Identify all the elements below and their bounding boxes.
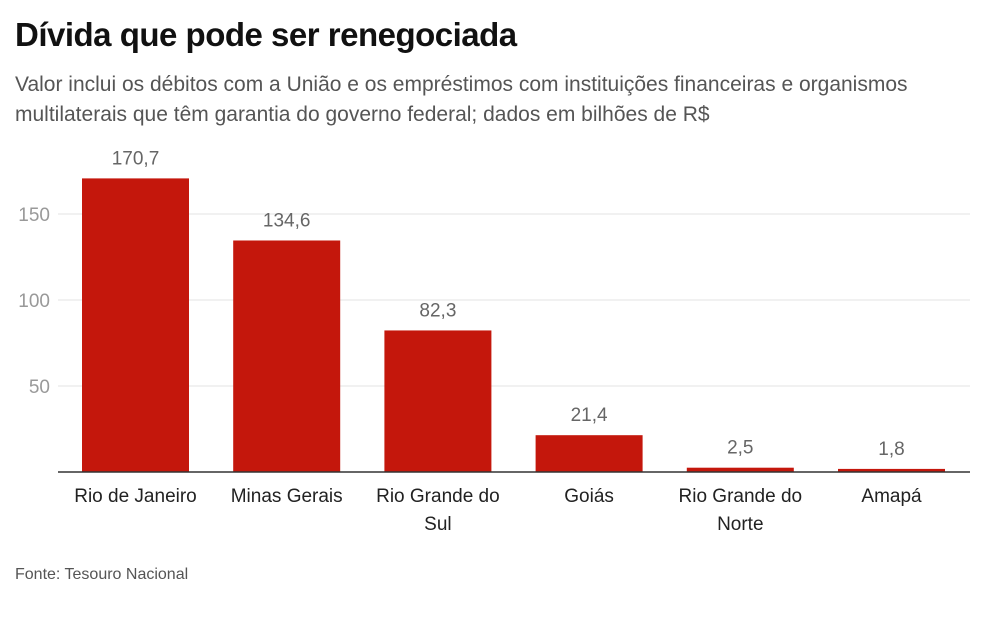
data-label: 170,7 <box>112 148 160 169</box>
bar <box>535 435 643 472</box>
category-label: Norte <box>717 514 763 535</box>
y-tick-label: 50 <box>29 377 50 398</box>
category-label: Rio Grande do <box>679 486 803 507</box>
category-label: Goiás <box>564 486 614 507</box>
data-label: 2,5 <box>727 438 753 459</box>
bar <box>686 467 794 472</box>
chart-subtitle: Valor inclui os débitos com a União e os… <box>15 73 908 126</box>
bar <box>384 330 492 472</box>
bar <box>233 240 341 472</box>
category-label: Rio Grande do <box>376 486 500 507</box>
category-label: Rio de Janeiro <box>74 486 197 507</box>
data-label: 1,8 <box>878 439 904 460</box>
category-label: Sul <box>424 514 451 535</box>
chart-title: Dívida que pode ser renegociada <box>15 16 517 53</box>
y-tick-label: 100 <box>18 291 50 312</box>
data-label: 134,6 <box>263 210 311 231</box>
data-label: 82,3 <box>419 300 456 321</box>
category-label: Amapá <box>861 486 922 507</box>
bar <box>82 178 189 472</box>
data-label: 21,4 <box>571 405 608 426</box>
category-label: Minas Gerais <box>231 486 343 507</box>
bar <box>838 468 945 472</box>
source-note: Fonte: Tesouro Nacional <box>15 566 189 583</box>
y-tick-label: 150 <box>18 205 50 226</box>
